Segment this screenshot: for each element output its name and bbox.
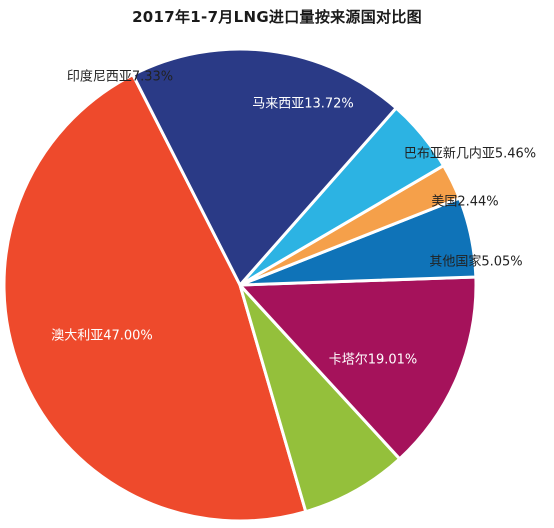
pie-slices: [2, 47, 478, 523]
pie-slice: [238, 283, 402, 514]
pie-slice: [131, 47, 398, 287]
slice-label: 巴布亚新几内亚5.46%: [404, 146, 536, 162]
slice-label: 卡塔尔19.01%: [329, 353, 418, 368]
slice-label: 澳大利亚47.00%: [51, 328, 153, 344]
pie-labels: 澳大利亚47.00% 印度尼西亚7.33% 马来西亚13.72% 巴布亚新几内亚5.4…: [51, 69, 536, 368]
slice-label: 美国2.44%: [431, 195, 498, 210]
pie-slice: [238, 275, 478, 461]
chart-title: 2017年1-7月LNG进口量按来源国对比图: [132, 8, 422, 26]
slice-label: 印度尼西亚7.33%: [67, 69, 173, 85]
slice-label: 其他国家5.05%: [429, 254, 522, 270]
pie-slice: [2, 73, 308, 523]
slice-label: 马来西亚13.72%: [252, 97, 354, 112]
